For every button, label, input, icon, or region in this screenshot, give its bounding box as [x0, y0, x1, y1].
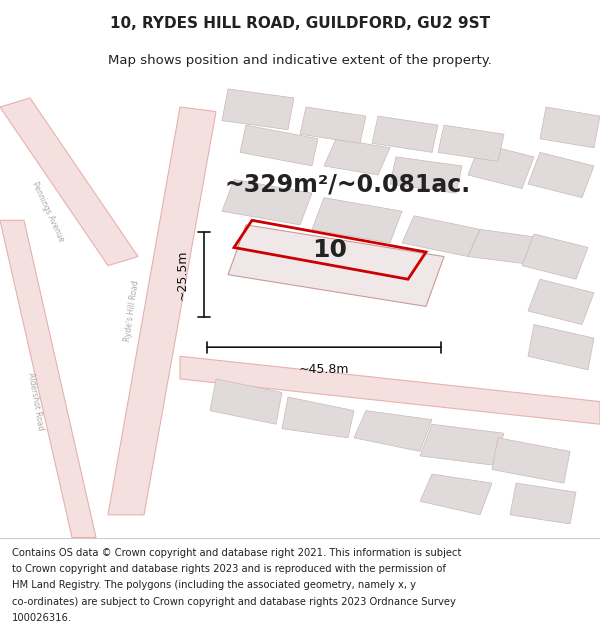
Text: Ryde's Hill Road: Ryde's Hill Road [123, 280, 141, 342]
Polygon shape [324, 139, 390, 175]
Text: Pennings Avenue: Pennings Avenue [30, 180, 66, 243]
Polygon shape [354, 411, 432, 451]
Polygon shape [540, 107, 600, 148]
Text: Map shows position and indicative extent of the property.: Map shows position and indicative extent… [108, 54, 492, 68]
Text: to Crown copyright and database rights 2023 and is reproduced with the permissio: to Crown copyright and database rights 2… [12, 564, 446, 574]
Text: 100026316.: 100026316. [12, 612, 72, 622]
Text: 10: 10 [313, 238, 347, 262]
Polygon shape [210, 379, 282, 424]
Polygon shape [468, 229, 546, 266]
Polygon shape [420, 424, 504, 465]
Text: co-ordinates) are subject to Crown copyright and database rights 2023 Ordnance S: co-ordinates) are subject to Crown copyr… [12, 596, 456, 606]
Polygon shape [390, 157, 462, 193]
Polygon shape [282, 397, 354, 437]
Text: ~25.5m: ~25.5m [176, 249, 189, 300]
Text: HM Land Registry. The polygons (including the associated geometry, namely x, y: HM Land Registry. The polygons (includin… [12, 581, 416, 591]
Polygon shape [492, 438, 570, 483]
Polygon shape [240, 125, 318, 166]
Polygon shape [0, 98, 138, 266]
Text: ~45.8m: ~45.8m [299, 363, 349, 376]
Text: Aldershot Road: Aldershot Road [26, 372, 46, 431]
Polygon shape [228, 225, 444, 306]
Polygon shape [222, 179, 312, 225]
Polygon shape [300, 107, 366, 143]
Text: ~329m²/~0.081ac.: ~329m²/~0.081ac. [225, 172, 471, 196]
Polygon shape [522, 234, 588, 279]
Polygon shape [0, 220, 96, 538]
Polygon shape [528, 324, 594, 370]
Polygon shape [372, 116, 438, 152]
Text: Contains OS data © Crown copyright and database right 2021. This information is : Contains OS data © Crown copyright and d… [12, 548, 461, 558]
Polygon shape [222, 89, 294, 129]
Polygon shape [510, 483, 576, 524]
Polygon shape [108, 107, 216, 515]
Polygon shape [402, 216, 480, 256]
Polygon shape [438, 125, 504, 161]
Polygon shape [468, 143, 534, 189]
Polygon shape [312, 198, 402, 243]
Polygon shape [528, 152, 594, 198]
Text: 10, RYDES HILL ROAD, GUILDFORD, GU2 9ST: 10, RYDES HILL ROAD, GUILDFORD, GU2 9ST [110, 16, 490, 31]
Polygon shape [420, 474, 492, 515]
Polygon shape [180, 356, 600, 424]
Polygon shape [528, 279, 594, 324]
